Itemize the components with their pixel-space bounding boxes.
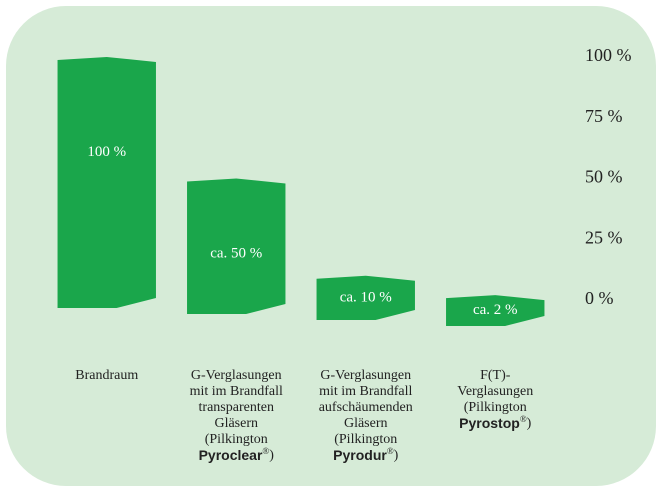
reg: ® [387, 446, 394, 456]
label-line: (Pilkington [464, 400, 527, 415]
background [6, 6, 656, 486]
value-label: ca. 10 % [340, 289, 392, 305]
y-tick-label: 50 % [585, 167, 623, 187]
brand: Pyrostop [459, 415, 520, 431]
bar [316, 275, 415, 320]
label-line: Gläsern [344, 416, 388, 431]
bar [187, 178, 286, 314]
rest: ) [394, 448, 399, 463]
label-line: G-Verglasungen [191, 368, 282, 383]
label-line: F(T)- [480, 368, 511, 383]
rest: ) [269, 448, 274, 463]
value-label: ca. 50 % [210, 246, 262, 262]
label-line: mit im Brandfall [319, 384, 412, 399]
label-line: (Pilkington [205, 432, 268, 447]
x-tick-label: Brandraum [75, 368, 138, 383]
y-tick-label: 75 % [585, 106, 623, 126]
label-line: transparenten [199, 400, 274, 415]
label-line: Verglasungen [457, 384, 533, 399]
rest: ) [527, 416, 532, 431]
x-tick-label: F(T)-Verglasungen (Pilkington Pyrostop®) [457, 368, 533, 431]
y-tick-label: 100 % [585, 45, 632, 65]
label-line: Pyrostop®) [459, 414, 532, 431]
label-line: Brandraum [75, 368, 138, 383]
label-line: Pyroclear®) [199, 446, 275, 463]
brand: Pyroclear [199, 447, 263, 463]
value-label: ca. 2 % [473, 302, 518, 318]
label-line: (Pilkington [334, 432, 397, 447]
reg: ® [262, 446, 269, 456]
y-tick-label: 25 % [585, 227, 623, 247]
label-line: G-Verglasungen [320, 368, 411, 383]
label-line: Pyrodur®) [333, 446, 399, 463]
value-label: 100 % [87, 144, 126, 160]
x-tick-label: G-Verglasungen mit im Brandfall transparen… [190, 368, 283, 463]
label-line: aufschäumenden [319, 400, 413, 415]
label-line: Gläsern [214, 416, 258, 431]
reg: ® [520, 414, 527, 424]
label-line: mit im Brandfall [190, 384, 283, 399]
brand: Pyrodur [333, 447, 387, 463]
y-tick-label: 0 % [585, 288, 614, 308]
bar [446, 295, 545, 326]
x-tick-label: G-Verglasungen mit im Brandfall aufschäume… [319, 368, 413, 463]
bar [57, 57, 156, 308]
